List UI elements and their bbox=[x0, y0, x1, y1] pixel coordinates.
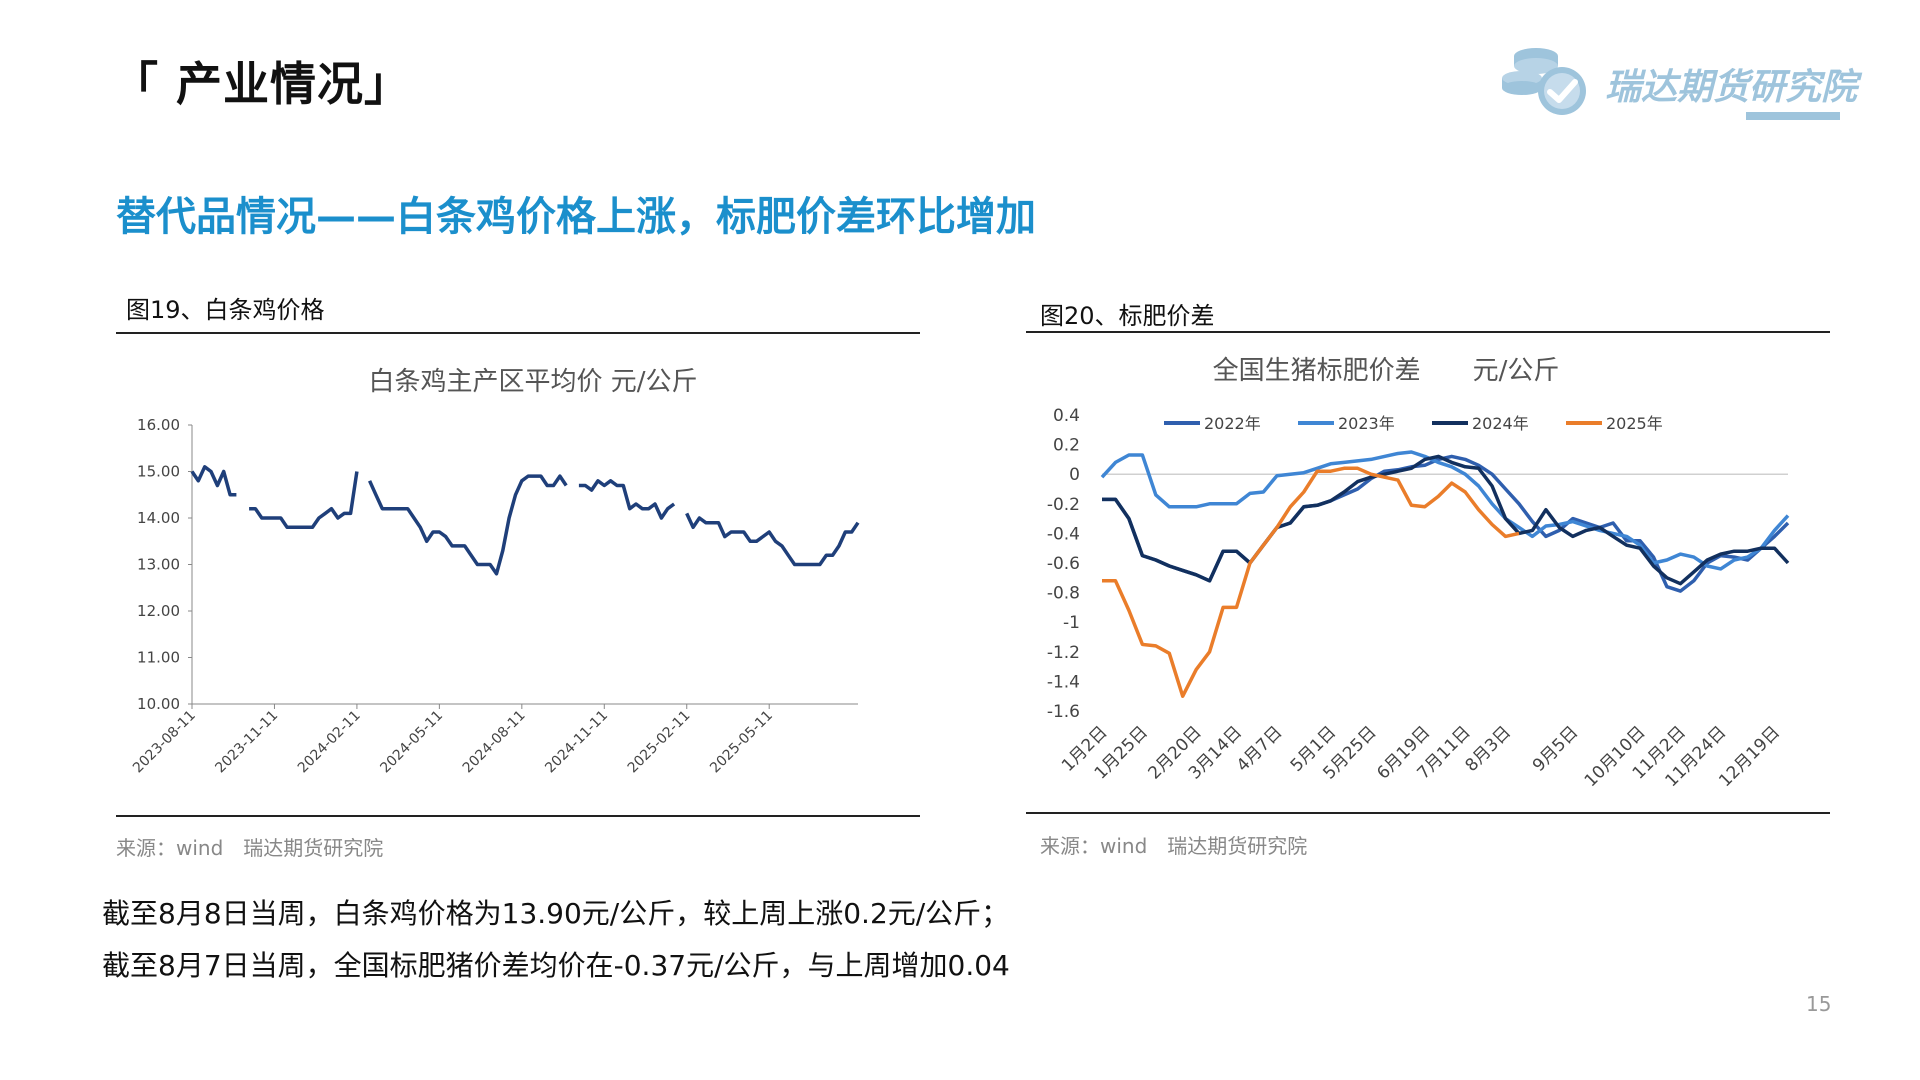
chart2-legend-label: 2024年 bbox=[1472, 414, 1529, 433]
chart2-x-tick-label: 9月5日 bbox=[1529, 722, 1582, 775]
company-logo: 瑞达期货研究院 bbox=[1500, 36, 1857, 126]
chart1-y-tick-label: 15.00 bbox=[137, 463, 180, 481]
chicken-price-chart: 白条鸡主产区平均价 元/公斤 10.00 11.00 12.00 13.00 14.00 1… bbox=[130, 367, 860, 777]
chart2-y-tick-label: -0.6 bbox=[1047, 554, 1080, 574]
chart2-series-line bbox=[1100, 450, 1790, 571]
chart2-x-tick-label: 8月3日 bbox=[1462, 722, 1515, 775]
chart2-legend-label: 2023年 bbox=[1338, 414, 1395, 433]
coin-stack-icon bbox=[1502, 48, 1586, 115]
chart1-x-tick-label: 2024-11-11 bbox=[542, 708, 611, 777]
chart2-y-tick-label: -1 bbox=[1063, 613, 1080, 633]
figure19-bottom-rule bbox=[116, 815, 920, 817]
chart1-x-tick-label: 2024-05-11 bbox=[377, 708, 446, 777]
chart2-y-tick-label: -0.2 bbox=[1047, 495, 1080, 515]
chart1-y-tick-label: 10.00 bbox=[137, 695, 180, 713]
fat-lean-spread-chart: 全国生猪标肥价差 元/公斤 2022年 2023年 2024年 2025年 -1.6 -1.… bbox=[1047, 356, 1790, 791]
chart1-series-line bbox=[685, 512, 860, 567]
chart1-y-tick-label: 11.00 bbox=[137, 649, 180, 667]
chart1-series-line bbox=[190, 465, 237, 497]
figure20-caption: 图20、标肥价差 bbox=[1040, 302, 1215, 330]
summary-line-1: 截至8月8日当周，白条鸡价格为13.90元/公斤，较上周上涨0.2元/公斤； bbox=[102, 897, 1010, 930]
figure20-bottom-rule bbox=[1026, 812, 1830, 814]
figure19-top-rule bbox=[116, 332, 920, 334]
chart2-series-line bbox=[1102, 466, 1520, 698]
figure20-source: 来源：wind 瑞达期货研究院 bbox=[1040, 834, 1308, 858]
chart2-y-tick-label: -1.4 bbox=[1047, 672, 1080, 692]
chart1-y-tick-label: 14.00 bbox=[137, 509, 180, 527]
chart2-y-tick-label: 0 bbox=[1069, 465, 1080, 485]
chart1-series-line bbox=[368, 474, 568, 576]
summary-line-2: 截至8月7日当周，全国标肥猪价差均价在-0.37元/公斤，与上周增加0.04 bbox=[102, 949, 1010, 982]
chart1-x-tick-label: 2024-08-11 bbox=[460, 708, 529, 777]
chart2-y-tick-label: -1.2 bbox=[1047, 643, 1080, 663]
chart2-y-tick-label: -1.6 bbox=[1047, 702, 1080, 722]
chart2-legend-label: 2022年 bbox=[1204, 414, 1261, 433]
chart1-x-tick-label: 2025-05-11 bbox=[707, 708, 776, 777]
chart1-title: 白条鸡主产区平均价 元/公斤 bbox=[368, 367, 697, 397]
logo-text: 瑞达期货研究院 bbox=[1605, 67, 1858, 108]
chart2-y-tick-label: 0.2 bbox=[1053, 436, 1080, 456]
chart1-series-line bbox=[249, 471, 359, 530]
chart2-y-tick-label: -0.8 bbox=[1047, 584, 1080, 604]
chart1-y-tick-label: 13.00 bbox=[137, 556, 180, 574]
page-number: 15 bbox=[1806, 992, 1832, 1016]
chart1-x-tick-label: 2023-11-11 bbox=[212, 708, 281, 777]
chart1-y-tick-label: 16.00 bbox=[137, 416, 180, 434]
chart2-series-line bbox=[1102, 454, 1790, 593]
chart2-series-line bbox=[1102, 454, 1790, 586]
chart2-title: 全国生猪标肥价差 元/公斤 bbox=[1213, 356, 1560, 386]
figure19-caption: 图19、白条鸡价格 bbox=[126, 296, 325, 324]
chart1-series-line bbox=[578, 479, 676, 520]
chart1-x-tick-label: 2024-02-11 bbox=[295, 708, 364, 777]
chart1-x-tick-label: 2025-02-11 bbox=[625, 708, 694, 777]
logo-underline bbox=[1746, 112, 1840, 120]
headline: 替代品情况——白条鸡价格上涨，标肥价差环比增加 bbox=[116, 194, 1036, 240]
chart1-x-tick-label: 2023-08-11 bbox=[130, 708, 199, 777]
figure20-top-rule bbox=[1026, 331, 1830, 333]
chart1-y-tick-label: 12.00 bbox=[137, 602, 180, 620]
chart2-y-tick-label: -0.4 bbox=[1047, 524, 1080, 544]
chart2-legend-label: 2025年 bbox=[1606, 414, 1663, 433]
chart2-y-tick-label: 0.4 bbox=[1053, 406, 1080, 426]
section-title: 「 产业情况」 bbox=[112, 57, 412, 111]
chart2-x-tick-label: 4月7日 bbox=[1233, 722, 1286, 775]
figure19-source: 来源：wind 瑞达期货研究院 bbox=[116, 836, 384, 860]
